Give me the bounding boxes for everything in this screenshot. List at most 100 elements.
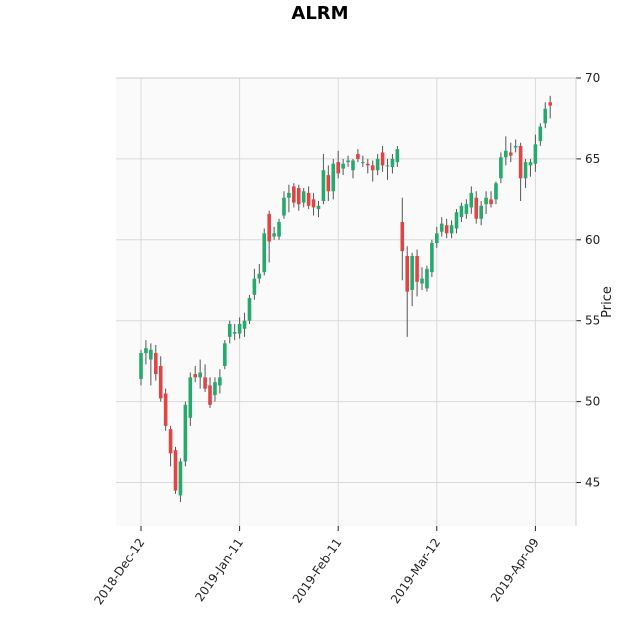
candle-down bbox=[158, 366, 163, 399]
candle-down bbox=[208, 385, 212, 405]
candle-down bbox=[306, 192, 311, 206]
candle-up bbox=[454, 212, 459, 229]
y-axis-label: Price bbox=[600, 286, 615, 318]
candle-up bbox=[331, 163, 336, 192]
candle-up bbox=[341, 163, 345, 169]
candle-down bbox=[548, 102, 552, 106]
candle-up bbox=[252, 278, 257, 295]
candle-up bbox=[479, 205, 483, 219]
candle-up bbox=[504, 150, 508, 158]
candle-up bbox=[237, 323, 242, 334]
candle-up bbox=[188, 377, 193, 418]
candle-up bbox=[232, 332, 237, 334]
candle-up bbox=[198, 372, 202, 378]
candle-up bbox=[247, 298, 252, 321]
candle-up bbox=[223, 343, 227, 367]
candle-up bbox=[439, 223, 444, 232]
candle-down bbox=[380, 152, 385, 166]
candle-up bbox=[213, 382, 217, 396]
candle-up bbox=[459, 205, 464, 218]
candle-up bbox=[538, 126, 543, 142]
x-tick-label: 2019-Feb-11 bbox=[290, 536, 345, 606]
candle-down bbox=[311, 199, 316, 208]
candle-down bbox=[518, 145, 523, 179]
candle-down bbox=[444, 225, 449, 234]
candle-up bbox=[395, 149, 400, 163]
candle-up bbox=[321, 170, 326, 201]
candle-down bbox=[163, 393, 168, 426]
y-tick-label: 60 bbox=[585, 233, 600, 247]
candle-up bbox=[361, 162, 365, 164]
candle-down bbox=[173, 450, 178, 491]
candle-up bbox=[449, 225, 454, 234]
chart-title: ALRM bbox=[291, 3, 348, 24]
x-tick-label: 2019-Jan-11 bbox=[192, 536, 246, 604]
candle-down bbox=[474, 197, 479, 219]
candle-up bbox=[351, 160, 355, 171]
candle-up bbox=[178, 461, 183, 496]
candle-down bbox=[415, 255, 419, 282]
candle-up bbox=[494, 183, 498, 200]
candles-group bbox=[139, 95, 552, 502]
candle-up bbox=[282, 197, 286, 216]
candle-up bbox=[287, 192, 291, 198]
candle-up bbox=[183, 404, 188, 462]
y-tick-label: 45 bbox=[585, 476, 600, 490]
candle-up bbox=[513, 145, 518, 148]
candle-up bbox=[218, 377, 222, 386]
candle-up bbox=[139, 353, 143, 379]
candle-down bbox=[193, 374, 198, 378]
candle-down bbox=[292, 186, 296, 203]
candle-up bbox=[390, 158, 395, 167]
x-tick-label: 2019-Mar-12 bbox=[388, 536, 443, 607]
candle-up bbox=[277, 222, 281, 237]
candle-up bbox=[144, 348, 148, 354]
candle-down bbox=[326, 175, 331, 192]
x-tick-label: 2019-Apr-09 bbox=[488, 536, 542, 605]
candle-up bbox=[301, 191, 306, 203]
candle-up bbox=[464, 204, 469, 214]
candle-up bbox=[528, 162, 533, 166]
candle-down bbox=[203, 377, 207, 389]
candle-up bbox=[420, 278, 424, 284]
x-tick-label: 2018-Dec-12 bbox=[91, 536, 147, 608]
candle-up bbox=[410, 255, 414, 290]
candle-down bbox=[370, 165, 375, 171]
candle-down bbox=[168, 429, 173, 454]
candle-up bbox=[149, 349, 153, 360]
plot-area bbox=[116, 78, 576, 526]
candle-up bbox=[242, 320, 247, 329]
candle-down bbox=[267, 213, 271, 242]
candle-up bbox=[469, 192, 474, 208]
candle-up bbox=[425, 268, 429, 289]
candle-up bbox=[262, 233, 267, 273]
candle-down bbox=[365, 163, 370, 166]
candle-up bbox=[523, 162, 528, 179]
candle-up bbox=[385, 165, 390, 167]
candle-up bbox=[430, 243, 434, 273]
candle-down bbox=[336, 162, 340, 174]
y-tick-label: 55 bbox=[585, 314, 600, 328]
y-tick-label: 50 bbox=[585, 395, 600, 409]
candle-down bbox=[153, 353, 158, 375]
y-tick-label: 65 bbox=[585, 152, 600, 166]
candle-down bbox=[508, 152, 513, 156]
candle-up bbox=[484, 197, 488, 205]
candle-up bbox=[499, 157, 503, 179]
candle-up bbox=[346, 160, 350, 163]
y-tick-label: 70 bbox=[585, 71, 600, 85]
candle-up bbox=[435, 233, 439, 244]
candle-up bbox=[257, 273, 262, 279]
candle-down bbox=[356, 154, 360, 159]
candle-up bbox=[375, 158, 380, 171]
candle-down bbox=[296, 188, 301, 205]
candle-down bbox=[400, 222, 405, 252]
candle-up bbox=[316, 205, 321, 210]
candle-up bbox=[533, 144, 538, 164]
candle-up bbox=[543, 108, 548, 124]
candle-down bbox=[405, 255, 410, 292]
candle-up bbox=[227, 323, 232, 337]
candle-up bbox=[272, 233, 276, 237]
candle-down bbox=[489, 199, 493, 205]
